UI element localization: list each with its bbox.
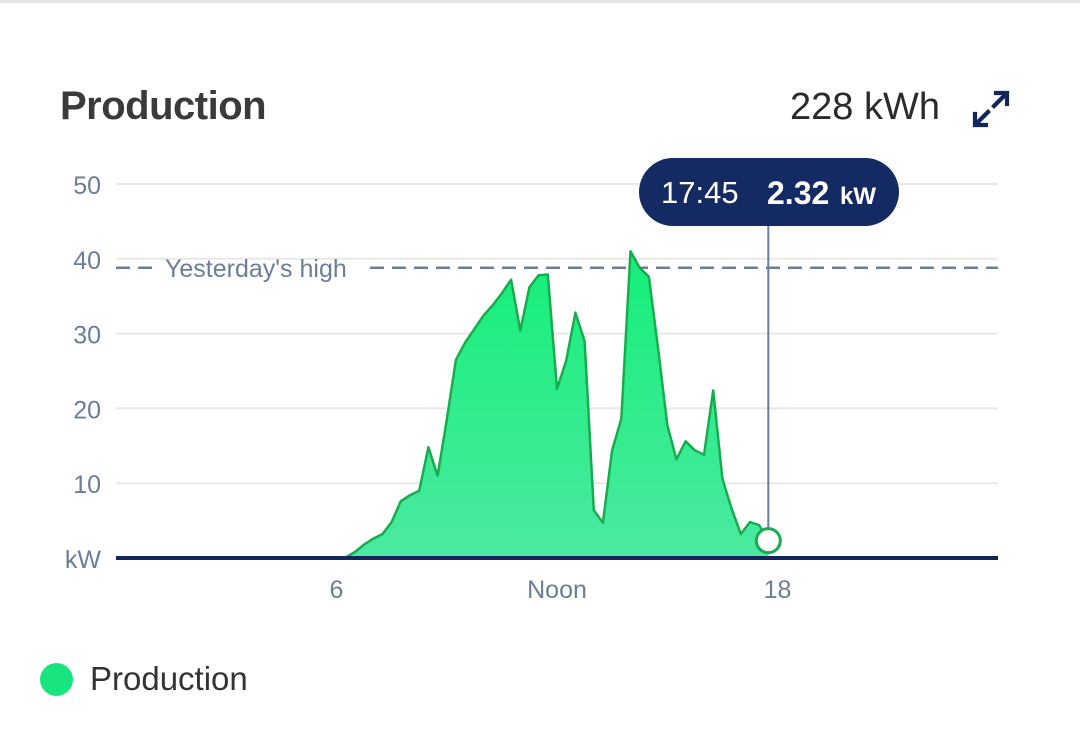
expand-arrows-icon[interactable] <box>968 86 1014 132</box>
yesterday-high-line: Yesterday's high <box>116 255 998 283</box>
card-title: Production <box>60 84 267 128</box>
production-area[interactable] <box>327 251 769 559</box>
tooltip-value: 2.32 <box>767 175 829 211</box>
legend[interactable]: Production <box>40 660 248 698</box>
tooltip-unit: kW <box>840 183 876 210</box>
top-divider <box>0 0 1080 3</box>
tooltip-time: 17:45 <box>661 175 739 210</box>
hover-tooltip: 17:45 2.32 kW <box>639 158 899 555</box>
x-tick-label: 6 <box>330 576 344 604</box>
axes: kW 10 20 30 40 50 6 Noon 18 <box>65 172 998 604</box>
y-tick-label: 30 <box>73 322 101 350</box>
y-tick-label: kW <box>65 546 102 574</box>
cursor-marker <box>754 527 782 555</box>
y-tick-label: 10 <box>73 471 101 499</box>
production-line[interactable] <box>327 250 770 560</box>
total-energy: 228 kWh <box>790 86 940 128</box>
x-tick-label: 18 <box>764 576 792 604</box>
grid-lines <box>116 183 998 485</box>
y-tick-label: 50 <box>73 172 101 200</box>
tooltip-bubble <box>639 158 899 226</box>
reference-label: Yesterday's high <box>165 255 347 283</box>
legend-swatch <box>40 662 73 696</box>
y-tick-label: 40 <box>73 247 101 275</box>
production-series[interactable] <box>327 250 770 560</box>
legend-label: Production <box>90 660 248 697</box>
x-tick-label: Noon <box>527 576 587 604</box>
production-chart: Yesterday's high kW 10 20 30 40 50 6 Noon 18 17:… <box>65 158 998 604</box>
y-tick-label: 20 <box>73 396 101 424</box>
